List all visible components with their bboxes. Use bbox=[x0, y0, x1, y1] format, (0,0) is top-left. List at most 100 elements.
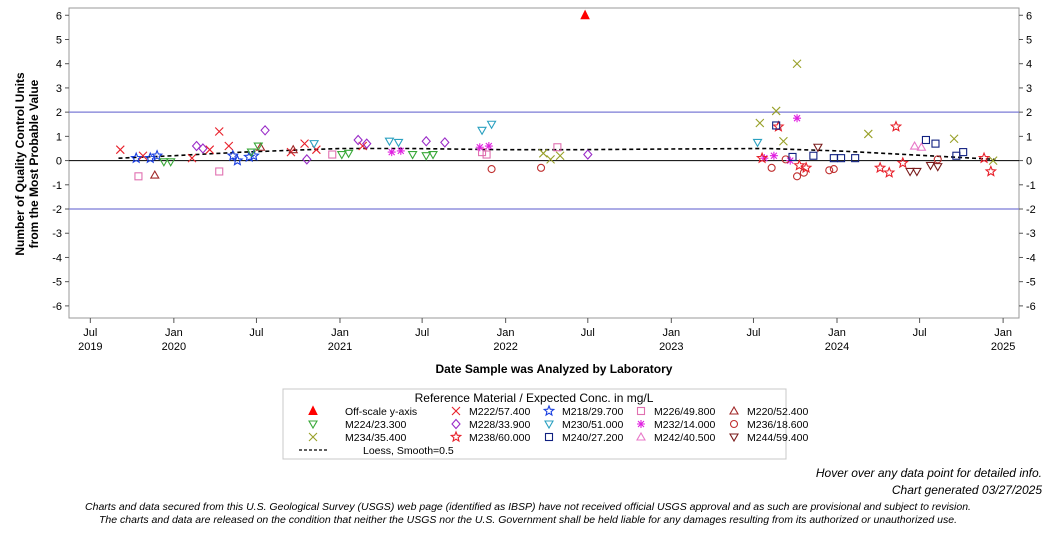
data-point-shape[interactable] bbox=[165, 158, 176, 167]
data-point-shape[interactable] bbox=[538, 148, 548, 158]
data-point[interactable] bbox=[253, 142, 264, 152]
data-point[interactable] bbox=[546, 154, 555, 164]
data-point-shape[interactable] bbox=[421, 152, 432, 161]
data-point-shape[interactable] bbox=[130, 151, 143, 164]
data-point-shape[interactable] bbox=[873, 161, 887, 174]
data-point-shape[interactable] bbox=[134, 172, 143, 181]
data-point-shape[interactable] bbox=[772, 121, 781, 130]
data-point-shape[interactable] bbox=[231, 154, 244, 166]
series-m238-60-000[interactable] bbox=[755, 120, 998, 178]
data-point[interactable] bbox=[224, 141, 234, 151]
data-point-shape[interactable] bbox=[353, 134, 363, 146]
data-point[interactable] bbox=[158, 158, 169, 167]
data-point[interactable] bbox=[925, 161, 936, 171]
series-m232-14-000[interactable] bbox=[387, 114, 802, 165]
data-point[interactable] bbox=[134, 172, 143, 181]
series-m244-59-400[interactable] bbox=[812, 143, 943, 177]
data-point[interactable] bbox=[873, 161, 887, 174]
data-point[interactable] bbox=[187, 153, 197, 163]
data-point[interactable] bbox=[755, 151, 769, 164]
data-point-shape[interactable] bbox=[769, 151, 778, 160]
data-point-shape[interactable] bbox=[205, 145, 215, 155]
data-point[interactable] bbox=[883, 166, 896, 178]
data-point[interactable] bbox=[309, 140, 320, 149]
data-point-shape[interactable] bbox=[150, 149, 164, 161]
data-point-shape[interactable] bbox=[825, 166, 834, 175]
data-point[interactable] bbox=[829, 165, 838, 174]
data-point[interactable] bbox=[484, 142, 493, 151]
data-point[interactable] bbox=[916, 142, 927, 151]
data-point[interactable] bbox=[215, 167, 224, 176]
data-point[interactable] bbox=[538, 148, 548, 158]
data-point[interactable] bbox=[149, 170, 160, 179]
data-point[interactable] bbox=[769, 151, 778, 160]
series-m236-18-600[interactable] bbox=[487, 155, 942, 181]
data-point[interactable] bbox=[949, 134, 959, 144]
data-point[interactable] bbox=[921, 135, 931, 145]
data-point-shape[interactable] bbox=[799, 161, 813, 174]
data-point-shape[interactable] bbox=[933, 155, 942, 164]
legend-marker[interactable] bbox=[451, 418, 461, 430]
data-point[interactable] bbox=[583, 149, 593, 160]
data-point-shape[interactable] bbox=[779, 136, 788, 146]
data-point-shape[interactable] bbox=[115, 145, 125, 155]
legend-marker[interactable] bbox=[308, 432, 318, 442]
data-point[interactable] bbox=[933, 155, 942, 164]
data-point[interactable] bbox=[825, 166, 834, 175]
data-point-shape[interactable] bbox=[302, 154, 312, 165]
data-point-shape[interactable] bbox=[336, 150, 347, 160]
legend-marker-shape[interactable] bbox=[451, 418, 461, 430]
data-point-shape[interactable] bbox=[755, 151, 769, 164]
data-point[interactable] bbox=[387, 148, 396, 157]
data-point-shape[interactable] bbox=[440, 137, 450, 148]
data-point-shape[interactable] bbox=[851, 154, 860, 163]
data-point[interactable] bbox=[486, 120, 497, 130]
legend-marker-shape[interactable] bbox=[308, 432, 318, 442]
data-point[interactable] bbox=[905, 167, 916, 177]
data-point-shape[interactable] bbox=[863, 129, 873, 139]
data-point[interactable] bbox=[286, 147, 296, 157]
legend-marker[interactable] bbox=[544, 420, 554, 430]
data-point-shape[interactable] bbox=[486, 120, 497, 130]
data-point-shape[interactable] bbox=[260, 124, 270, 136]
data-point[interactable] bbox=[809, 151, 818, 160]
data-point[interactable] bbox=[793, 114, 802, 123]
data-point[interactable] bbox=[358, 141, 368, 151]
data-point-shape[interactable] bbox=[583, 149, 593, 160]
data-point-shape[interactable] bbox=[328, 150, 337, 159]
legend-marker-shape[interactable] bbox=[308, 405, 318, 415]
data-point[interactable] bbox=[243, 150, 256, 163]
data-point[interactable] bbox=[767, 163, 776, 172]
data-point-shape[interactable] bbox=[224, 141, 234, 151]
data-point-shape[interactable] bbox=[781, 155, 790, 164]
series-m240-27-200[interactable] bbox=[772, 121, 968, 163]
data-point-shape[interactable] bbox=[396, 146, 405, 155]
data-point[interactable] bbox=[343, 149, 354, 159]
data-point[interactable] bbox=[246, 148, 257, 158]
legend-marker-shape[interactable] bbox=[544, 432, 554, 442]
data-point-shape[interactable] bbox=[384, 137, 395, 147]
data-points[interactable] bbox=[115, 9, 998, 181]
data-point-shape[interactable] bbox=[487, 165, 496, 174]
series-off-scale-y-axis[interactable] bbox=[580, 9, 590, 20]
data-point[interactable] bbox=[959, 148, 968, 157]
data-point-shape[interactable] bbox=[883, 166, 896, 178]
data-point-shape[interactable] bbox=[475, 143, 484, 152]
data-point-shape[interactable] bbox=[387, 148, 396, 157]
data-point[interactable] bbox=[214, 127, 224, 136]
data-point-shape[interactable] bbox=[482, 150, 491, 159]
data-point-shape[interactable] bbox=[428, 150, 438, 160]
data-point[interactable] bbox=[165, 158, 176, 167]
data-point-shape[interactable] bbox=[536, 163, 546, 172]
data-point[interactable] bbox=[302, 154, 312, 165]
data-point[interactable] bbox=[198, 143, 208, 154]
data-point-shape[interactable] bbox=[138, 151, 148, 161]
data-point[interactable] bbox=[428, 150, 438, 160]
data-point[interactable] bbox=[896, 156, 909, 169]
data-point[interactable] bbox=[772, 121, 781, 130]
data-point[interactable] bbox=[482, 150, 491, 159]
legend-marker[interactable] bbox=[636, 406, 646, 416]
legend-marker[interactable] bbox=[449, 430, 463, 443]
data-point-shape[interactable] bbox=[984, 165, 998, 177]
data-point[interactable] bbox=[536, 163, 546, 172]
